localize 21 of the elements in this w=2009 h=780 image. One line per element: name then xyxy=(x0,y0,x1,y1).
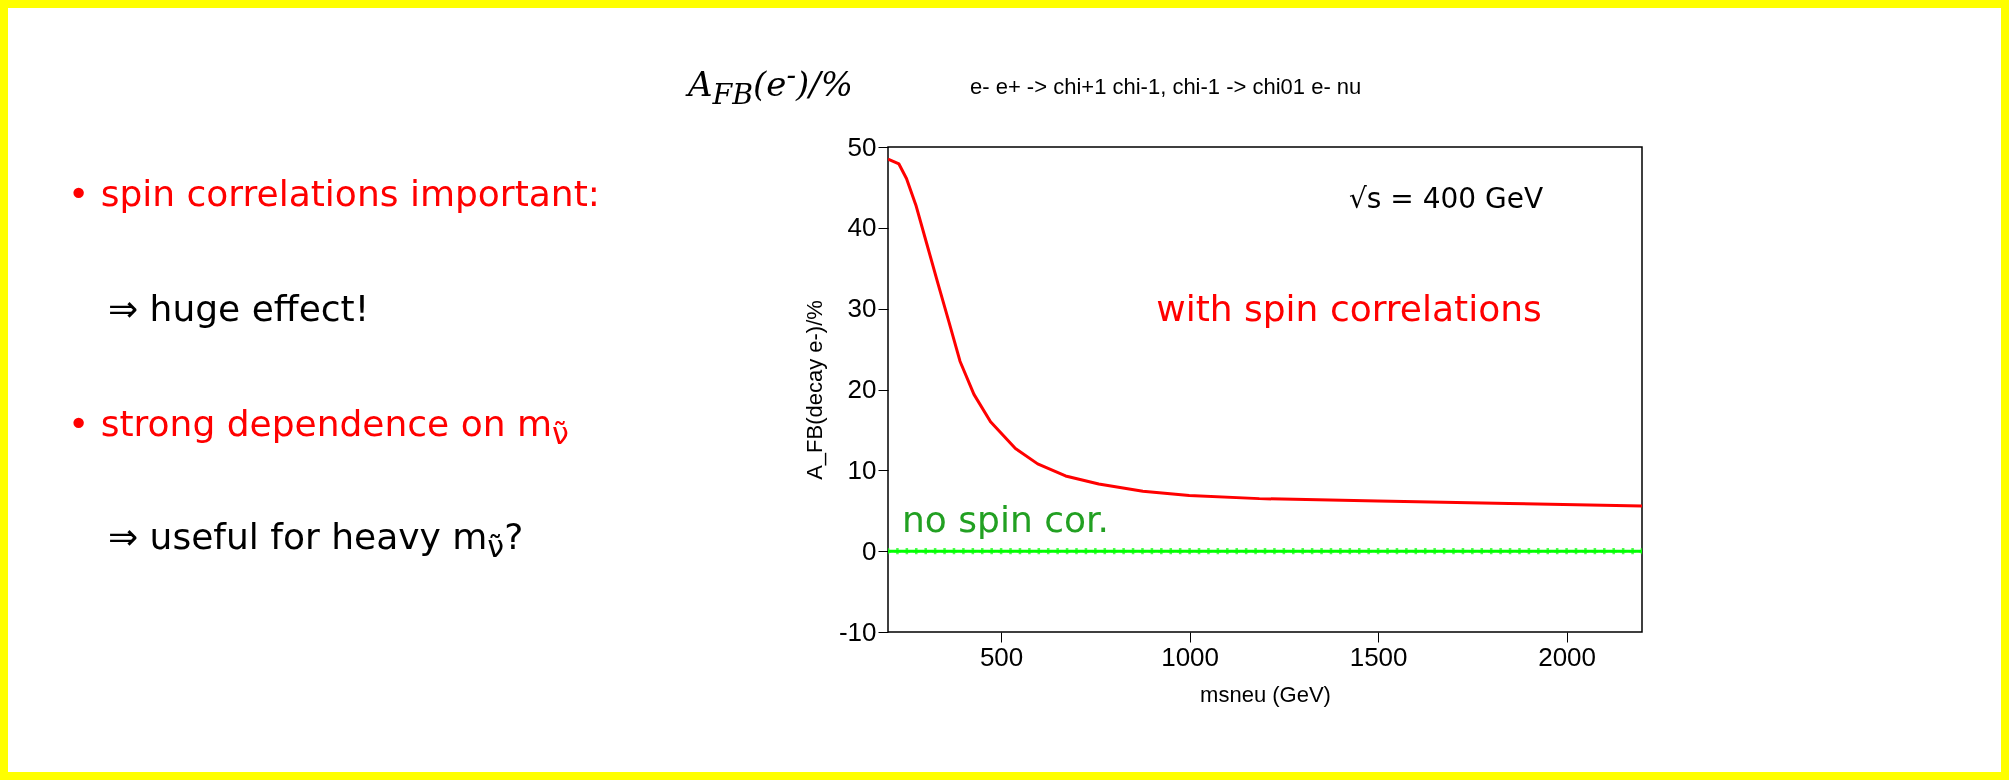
text: ⇒ useful for heavy m$_{ν̃}$? xyxy=(108,516,524,565)
chart-subtitle: e- e+ -> chi+1 chi-1, chi-1 -> chi01 e- nu xyxy=(970,74,1362,100)
x-tick-label: 2000 xyxy=(1538,641,1597,672)
y-tick-label: 50 xyxy=(847,131,877,162)
text: • strong dependence on m$_{ν̃}$ xyxy=(68,403,569,452)
x-tick-label: 1500 xyxy=(1349,641,1408,672)
x-axis-title: msneu (GeV) xyxy=(1200,681,1331,707)
series-label: no spin cor. xyxy=(902,499,1109,540)
x-tick-label: 500 xyxy=(979,641,1024,672)
x-tick-label: 1000 xyxy=(1161,641,1220,672)
y-tick-label: 30 xyxy=(847,293,877,324)
y-tick-label: 0 xyxy=(862,535,877,566)
annotation: √s = 400 GeV xyxy=(1348,182,1544,215)
text: • spin correlations important: xyxy=(68,173,600,214)
text: ⇒ huge effect! xyxy=(108,288,370,329)
y-axis-title: A_FB(decay e-)/% xyxy=(801,300,827,480)
text: with spin correlations xyxy=(1156,288,1542,329)
y-tick-label: 20 xyxy=(847,374,877,404)
y-tick-label: 40 xyxy=(847,212,877,243)
y-tick-label: -10 xyxy=(838,616,877,647)
y-tick-label: 10 xyxy=(847,454,877,485)
